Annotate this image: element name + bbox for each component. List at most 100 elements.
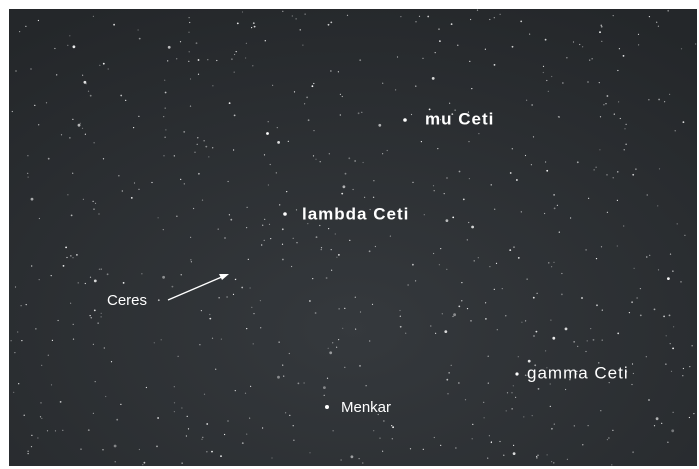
star bbox=[632, 451, 634, 453]
star bbox=[494, 64, 496, 66]
star bbox=[212, 147, 213, 148]
star bbox=[154, 342, 155, 343]
star bbox=[647, 194, 648, 195]
star bbox=[412, 182, 413, 183]
star bbox=[485, 302, 486, 303]
star bbox=[532, 415, 533, 416]
star bbox=[35, 328, 36, 329]
star bbox=[93, 344, 94, 345]
star bbox=[548, 91, 549, 92]
star bbox=[228, 181, 229, 182]
star bbox=[512, 148, 513, 149]
star bbox=[665, 364, 666, 365]
star bbox=[174, 386, 175, 387]
star bbox=[470, 19, 471, 20]
star bbox=[138, 189, 139, 190]
star bbox=[184, 183, 185, 184]
star bbox=[282, 11, 283, 12]
star bbox=[15, 286, 16, 287]
star bbox=[55, 430, 56, 431]
star bbox=[199, 344, 200, 345]
star bbox=[336, 347, 337, 348]
star bbox=[133, 127, 134, 128]
star bbox=[600, 410, 601, 411]
star bbox=[93, 201, 94, 202]
star bbox=[471, 226, 474, 229]
star bbox=[359, 59, 361, 61]
star bbox=[216, 60, 217, 61]
star bbox=[574, 425, 575, 426]
star bbox=[190, 106, 191, 107]
star bbox=[98, 213, 99, 214]
star bbox=[439, 40, 441, 42]
star bbox=[333, 430, 334, 431]
star bbox=[12, 111, 13, 112]
star bbox=[321, 249, 322, 250]
star bbox=[253, 313, 254, 314]
star bbox=[405, 333, 406, 334]
star-label: gamma Ceti bbox=[527, 363, 629, 382]
star bbox=[90, 277, 91, 278]
star bbox=[458, 382, 459, 383]
star bbox=[224, 237, 225, 238]
star bbox=[76, 254, 78, 256]
star bbox=[176, 58, 177, 59]
star bbox=[629, 312, 630, 313]
star bbox=[90, 315, 91, 316]
star bbox=[513, 246, 515, 248]
star bbox=[509, 249, 511, 251]
star bbox=[116, 419, 118, 421]
star bbox=[37, 437, 38, 438]
star bbox=[180, 179, 181, 180]
star bbox=[31, 435, 32, 436]
star bbox=[241, 287, 243, 289]
star bbox=[551, 76, 552, 77]
star bbox=[538, 388, 540, 390]
star bbox=[338, 339, 339, 340]
star bbox=[573, 41, 574, 42]
star bbox=[193, 208, 194, 209]
star bbox=[444, 193, 445, 194]
star bbox=[101, 313, 102, 314]
star bbox=[585, 351, 586, 352]
star bbox=[440, 445, 441, 446]
star bbox=[229, 214, 230, 215]
star bbox=[611, 464, 612, 465]
star bbox=[48, 158, 50, 160]
star bbox=[624, 149, 625, 150]
star bbox=[543, 72, 544, 73]
page: mu Ceti lambda Ceti Ceres gamma Ceti Men… bbox=[0, 0, 699, 469]
star bbox=[24, 415, 25, 416]
star bbox=[528, 360, 531, 363]
star bbox=[506, 410, 507, 411]
star bbox=[654, 425, 655, 426]
star bbox=[379, 438, 380, 439]
star bbox=[638, 44, 639, 45]
star bbox=[62, 430, 63, 431]
star bbox=[599, 82, 600, 83]
star bbox=[442, 313, 443, 314]
star bbox=[165, 129, 166, 130]
star bbox=[536, 457, 537, 458]
star bbox=[565, 328, 568, 331]
star bbox=[46, 102, 47, 103]
star bbox=[574, 341, 575, 342]
star bbox=[65, 247, 67, 249]
star bbox=[266, 132, 269, 135]
star bbox=[525, 320, 526, 321]
star bbox=[197, 137, 198, 138]
star bbox=[582, 444, 583, 445]
star bbox=[308, 119, 310, 121]
star bbox=[658, 99, 660, 101]
star bbox=[40, 416, 41, 417]
star bbox=[533, 136, 534, 137]
star bbox=[93, 413, 94, 414]
star-label: lambda Ceti bbox=[302, 204, 409, 223]
star bbox=[551, 428, 553, 430]
star bbox=[554, 424, 555, 425]
star bbox=[588, 198, 589, 199]
star bbox=[39, 218, 40, 219]
star bbox=[453, 313, 456, 316]
star bbox=[85, 134, 86, 135]
star bbox=[335, 233, 336, 234]
